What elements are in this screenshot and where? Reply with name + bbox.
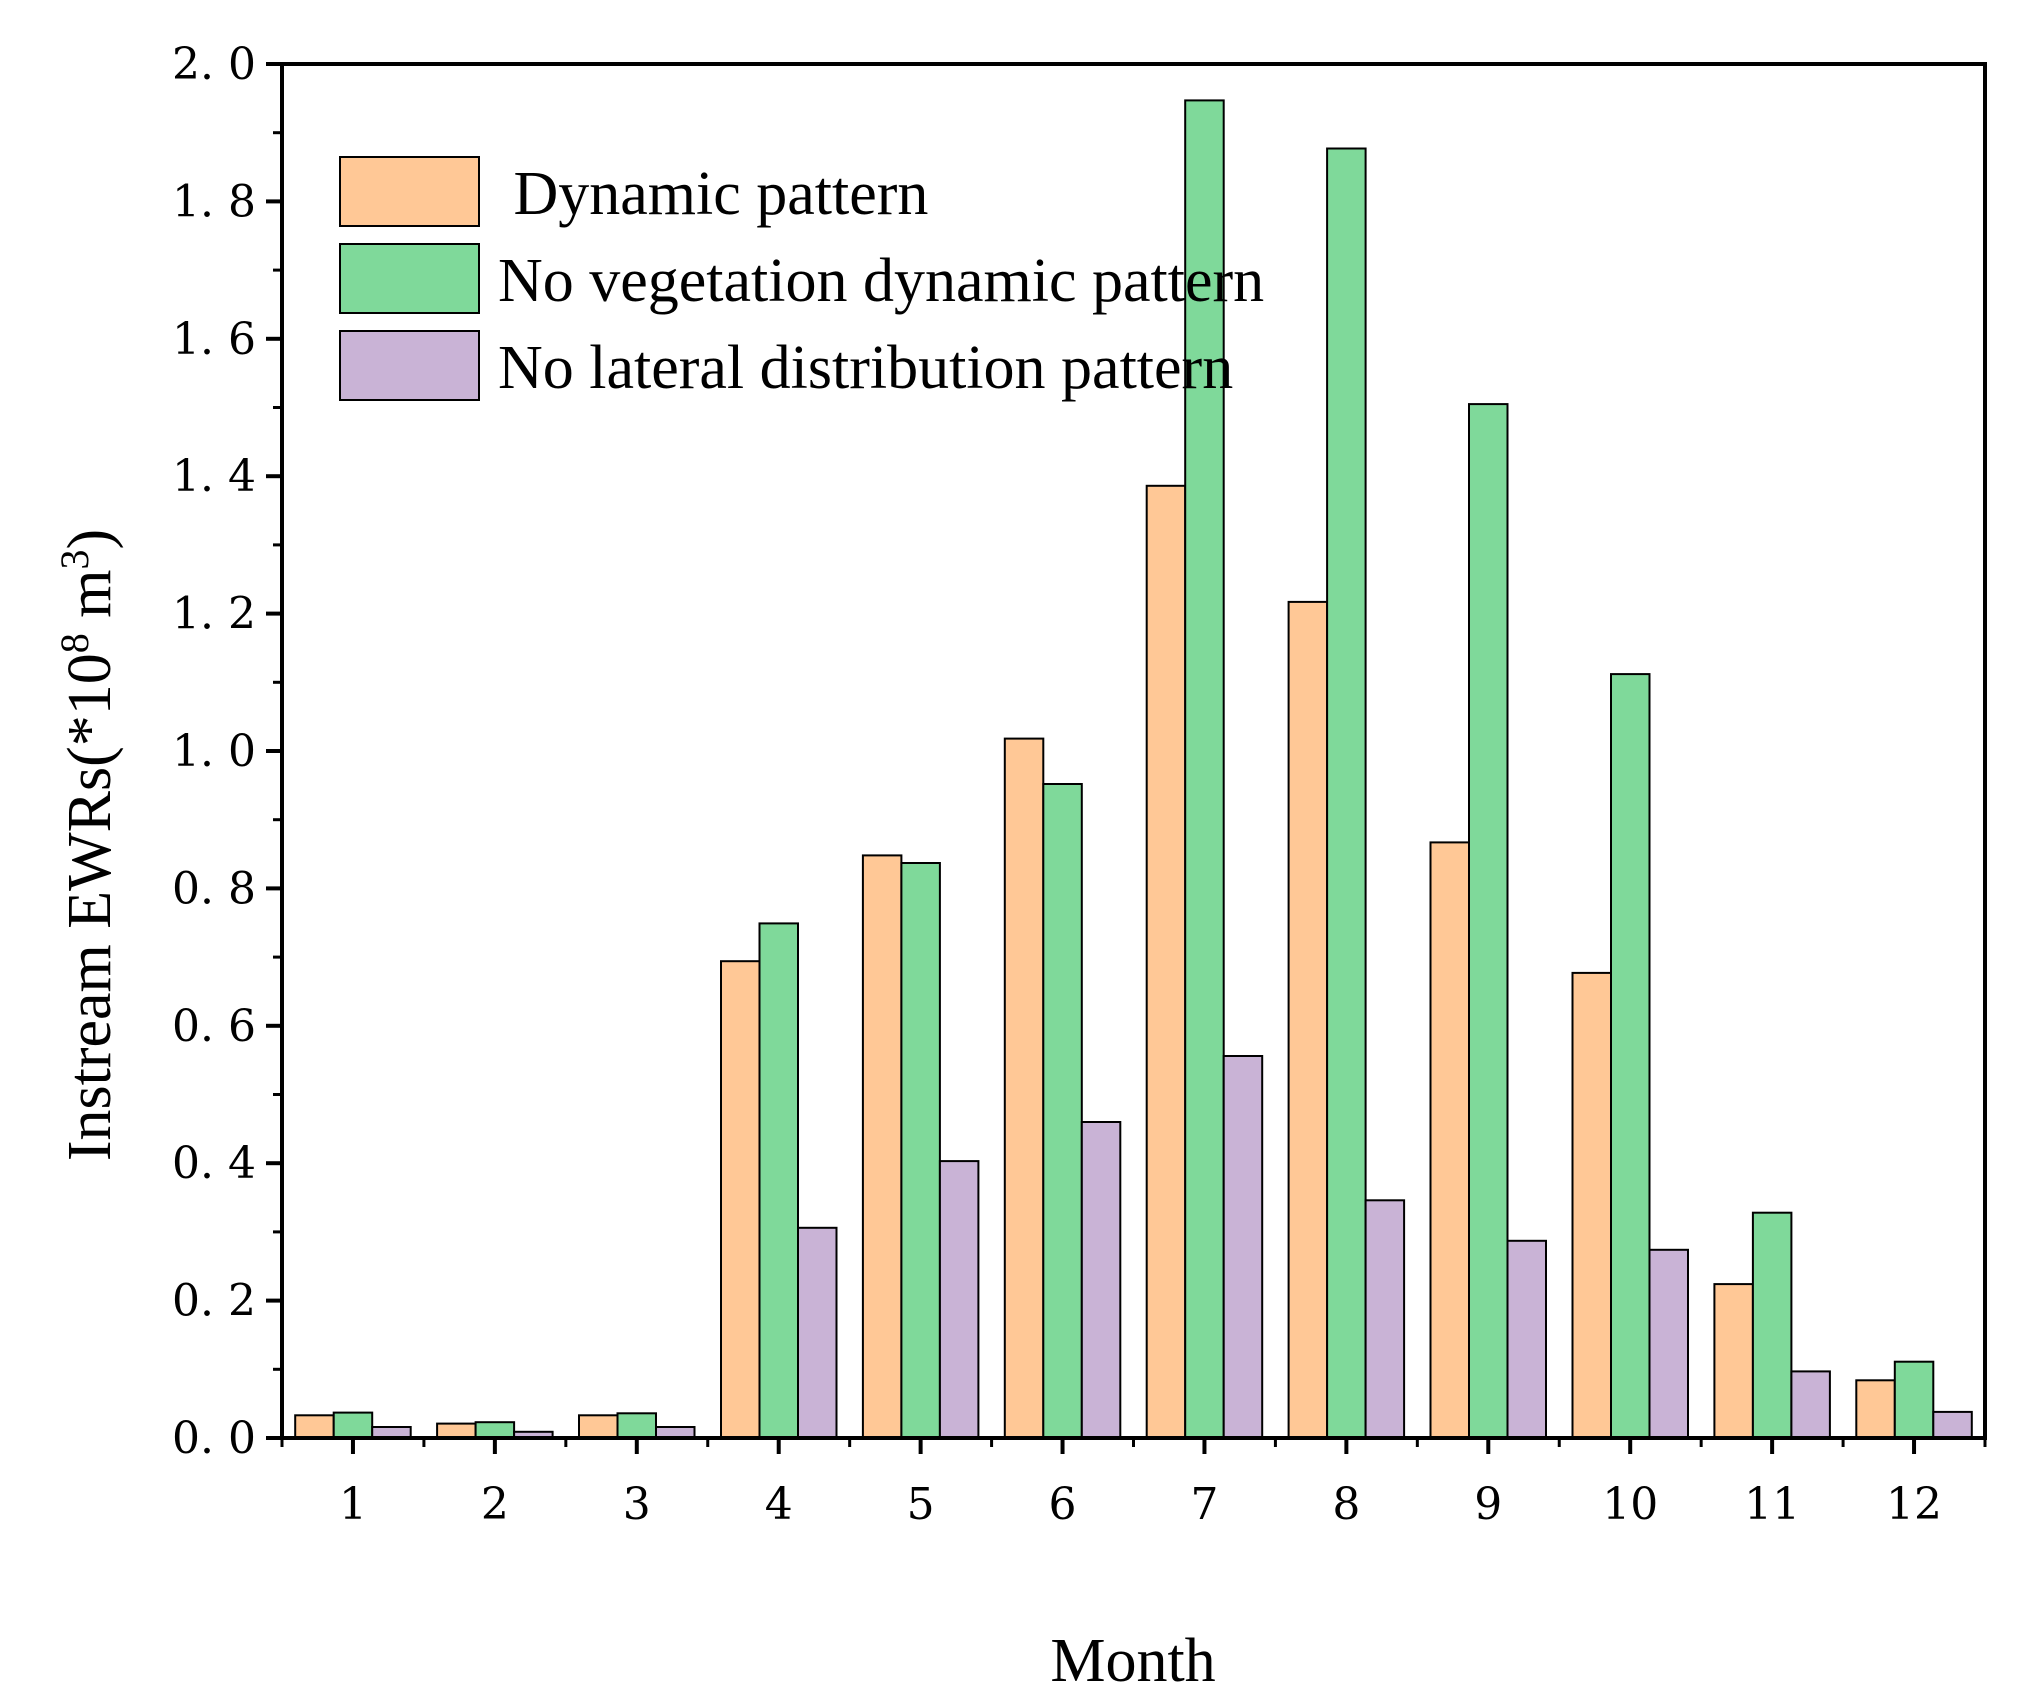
y-tick-label: 1. 4 [172, 451, 256, 502]
bar-no-lateral-distribution-pattern-month-5 [938, 1160, 980, 1439]
bar-no-vegetation-dynamic-pattern-month-11 [1751, 1211, 1793, 1439]
y-axis-title-close: ) [56, 529, 124, 550]
bar-dynamic-pattern-month-3 [578, 1414, 619, 1440]
bar-dynamic-pattern-month-10 [1571, 971, 1612, 1440]
bar-dynamic-pattern-month-5 [861, 854, 903, 1439]
y-tick-label: 1. 2 [172, 589, 256, 640]
bar-no-vegetation-dynamic-pattern-month-10 [1610, 673, 1651, 1439]
bar-no-lateral-distribution-pattern-month-7 [1222, 1055, 1264, 1439]
y-tick-label: 0. 6 [172, 1001, 256, 1052]
bar-no-vegetation-dynamic-pattern-month-6 [1042, 783, 1083, 1439]
y-axis-title: Instream EWRs(*108 m3) [52, 529, 124, 1161]
x-tick-label: 6 [1049, 1479, 1077, 1530]
bar-no-vegetation-dynamic-pattern-month-8 [1326, 147, 1367, 1439]
x-tick-label: 7 [1190, 1479, 1218, 1530]
x-tick-label: 2 [481, 1479, 509, 1530]
y-tick-label: 0. 8 [172, 863, 256, 914]
x-tick-label: 12 [1886, 1479, 1942, 1530]
y-axis-title-main: Instream EWRs(*10 [56, 653, 124, 1161]
bar-no-lateral-distribution-pattern-month-8 [1364, 1199, 1406, 1440]
y-axis-title-exp2: 3 [52, 549, 97, 569]
bar-no-vegetation-dynamic-pattern-month-3 [616, 1412, 657, 1440]
bar-dynamic-pattern-month-12 [1855, 1379, 1896, 1440]
legend-swatch-no-lateral [339, 330, 480, 401]
bar-no-vegetation-dynamic-pattern-month-5 [900, 862, 941, 1439]
bar-no-vegetation-dynamic-pattern-month-12 [1893, 1360, 1935, 1439]
y-tick-label: 1. 6 [172, 314, 256, 365]
bar-dynamic-pattern-month-7 [1145, 484, 1187, 1439]
x-tick-label: 9 [1474, 1479, 1502, 1530]
bar-no-lateral-distribution-pattern-month-10 [1648, 1248, 1689, 1440]
x-tick-label: 3 [623, 1479, 651, 1530]
x-axis-title: Month [1050, 1627, 1215, 1695]
y-axis-title-unit: m [56, 569, 124, 633]
y-tick-label: 0. 2 [172, 1276, 256, 1327]
ticks-layer: 0. 0 0. 2 0. 4 0. 6 0. 8 1. 0 1. 2 1. 4 1. 6 1. 8… [172, 39, 1987, 1530]
legend-swatch-no-vegetation [339, 243, 480, 314]
y-tick-label: 0. 0 [172, 1413, 256, 1464]
bar-no-lateral-distribution-pattern-month-12 [1932, 1410, 1973, 1440]
y-tick-label: 1. 8 [172, 176, 256, 227]
x-tick-label: 10 [1602, 1479, 1658, 1530]
bar-dynamic-pattern-month-2 [436, 1422, 477, 1439]
legend-label-no-vegetation: No vegetation dynamic pattern [498, 247, 1264, 315]
y-axis-title-exp1: 8 [52, 633, 97, 653]
bar-dynamic-pattern-month-9 [1429, 841, 1470, 1439]
legend: Dynamic pattern No vegetation dynamic pa… [339, 156, 1264, 402]
y-tick-label: 0. 4 [172, 1138, 256, 1189]
bars-layer [294, 99, 1973, 1440]
bar-no-vegetation-dynamic-pattern-month-1 [332, 1411, 374, 1439]
bar-no-vegetation-dynamic-pattern-month-4 [758, 922, 799, 1439]
bar-dynamic-pattern-month-4 [720, 960, 761, 1439]
bar-no-vegetation-dynamic-pattern-month-9 [1468, 403, 1509, 1440]
bar-dynamic-pattern-month-1 [294, 1414, 335, 1440]
y-tick-label: 1. 0 [172, 726, 256, 777]
x-tick-label: 8 [1332, 1479, 1360, 1530]
legend-label-no-lateral: No lateral distribution pattern [498, 334, 1233, 402]
x-tick-label: 4 [765, 1479, 793, 1530]
bar-no-vegetation-dynamic-pattern-month-2 [474, 1421, 516, 1439]
bar-no-lateral-distribution-pattern-month-9 [1506, 1239, 1547, 1440]
bar-no-vegetation-dynamic-pattern-month-7 [1184, 99, 1225, 1439]
legend-swatch-dynamic [339, 156, 480, 227]
bar-no-lateral-distribution-pattern-month-11 [1790, 1370, 1831, 1440]
bar-dynamic-pattern-month-8 [1287, 600, 1329, 1439]
x-tick-label: 5 [907, 1479, 935, 1530]
bar-no-lateral-distribution-pattern-month-4 [797, 1226, 838, 1440]
x-tick-label: 1 [339, 1479, 367, 1530]
x-tick-label: 11 [1744, 1479, 1800, 1530]
bar-no-lateral-distribution-pattern-month-6 [1080, 1121, 1122, 1439]
bar-dynamic-pattern-month-6 [1003, 737, 1045, 1439]
bar-dynamic-pattern-month-11 [1713, 1283, 1754, 1439]
legend-label-dynamic: Dynamic pattern [498, 160, 928, 228]
y-tick-label: 2. 0 [172, 39, 256, 90]
